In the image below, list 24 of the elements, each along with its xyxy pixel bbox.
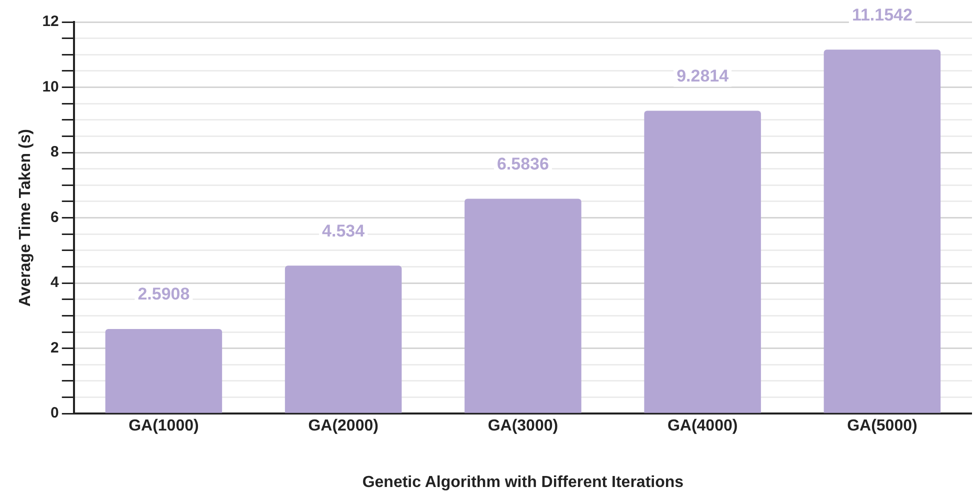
y-tick-label: 6 — [50, 208, 59, 226]
y-tick-label: 4 — [50, 274, 60, 292]
bar — [824, 50, 941, 413]
x-tick-label: GA(5000) — [847, 418, 918, 435]
data-label: 11.1542 — [852, 5, 912, 24]
bar — [105, 329, 222, 413]
data-label: 2.5908 — [138, 284, 190, 304]
data-label: 4.534 — [322, 221, 366, 240]
x-tick-label: GA(1000) — [128, 418, 199, 435]
y-tick-label: 12 — [42, 13, 59, 30]
x-tick-label: GA(2000) — [308, 418, 378, 435]
y-axis-title: Average Time Taken (s) — [17, 129, 34, 307]
bar — [644, 110, 761, 413]
bar — [284, 266, 402, 413]
y-tick-label: 8 — [50, 144, 59, 161]
x-tick-label: GA(4000) — [667, 418, 738, 435]
data-label: 6.5836 — [496, 154, 549, 174]
y-tick-label: 0 — [50, 404, 59, 422]
x-tick-label: GA(3000) — [488, 418, 558, 435]
x-axis-title: Genetic Algorithm with Different Iterations — [362, 474, 684, 491]
data-label: 9.2814 — [676, 66, 730, 86]
y-tick-label: 10 — [42, 78, 59, 96]
y-tick-label: 2 — [50, 339, 59, 356]
bar — [464, 198, 582, 413]
